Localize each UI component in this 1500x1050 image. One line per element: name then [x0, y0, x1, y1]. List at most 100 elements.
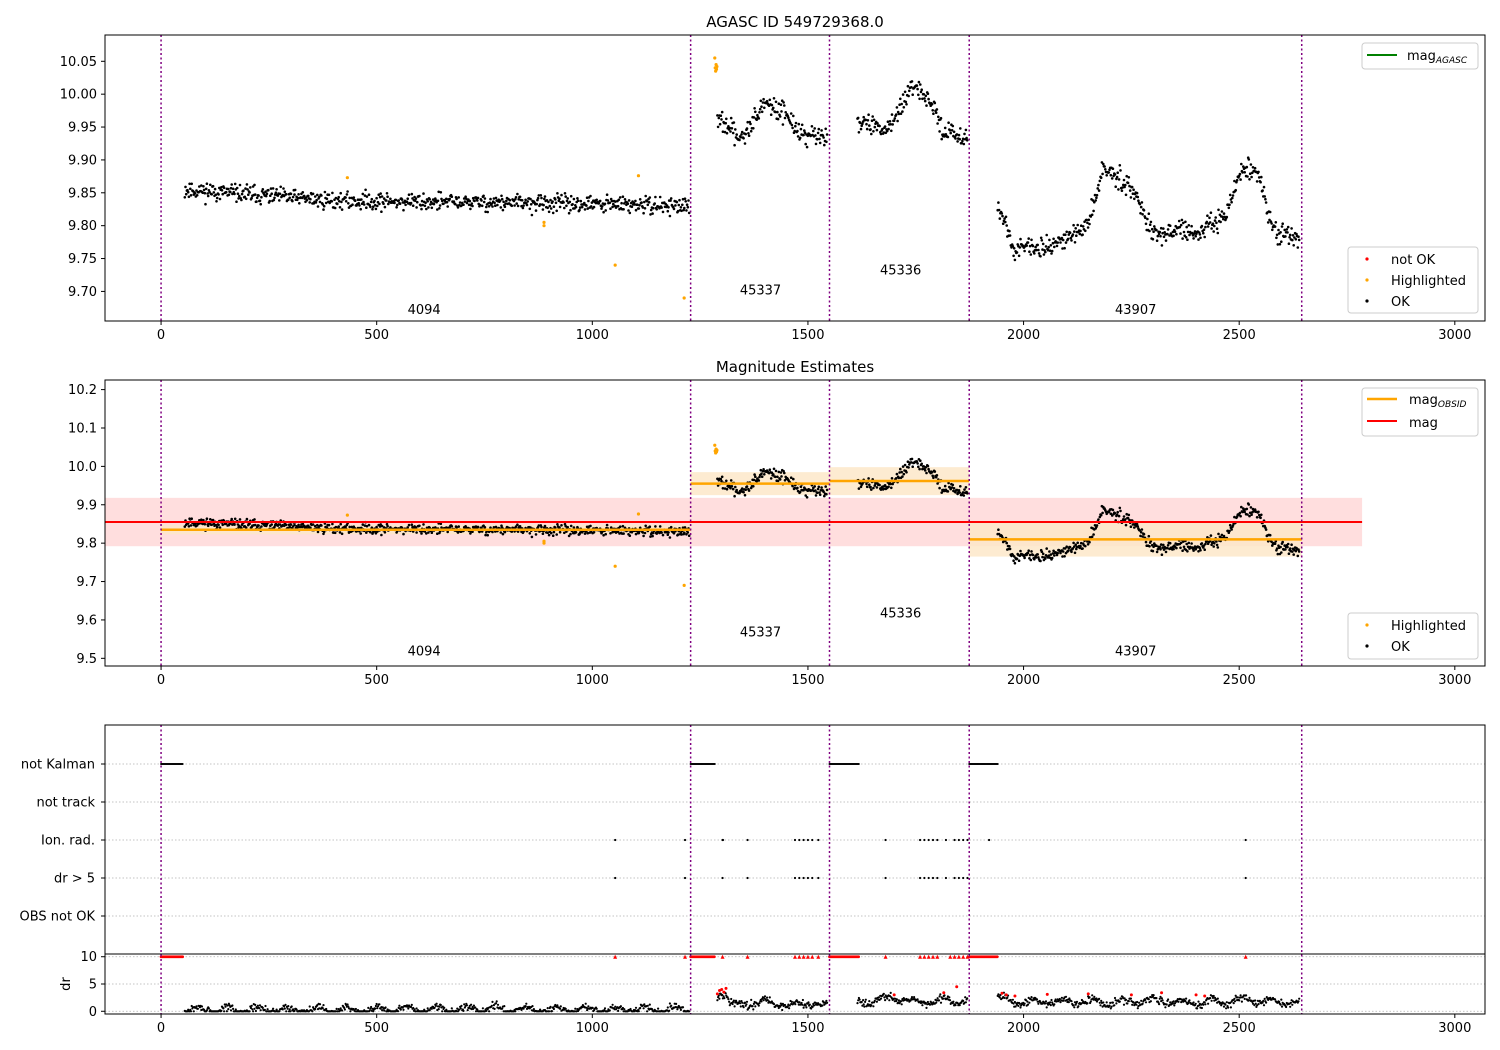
ok-point [212, 191, 216, 194]
ok-point [450, 195, 454, 198]
ok-point [1130, 185, 1134, 189]
ok-point [636, 203, 639, 206]
ok-point [644, 194, 647, 198]
dr-point [231, 1004, 234, 1007]
ok-point [220, 189, 224, 192]
ok-point [316, 193, 319, 197]
ok-point [471, 204, 474, 208]
ok-point [324, 201, 328, 205]
ok-point [747, 134, 751, 137]
dr-point [438, 1005, 441, 1008]
ok-point [431, 198, 435, 201]
ok-point [1239, 514, 1242, 518]
ok-point [1135, 522, 1139, 526]
ok-point [396, 203, 399, 207]
ok-point [936, 482, 939, 485]
ok-point [537, 194, 541, 197]
dr-clipped-point [857, 955, 861, 959]
ok-point [816, 491, 819, 495]
ok-point [244, 526, 248, 529]
ok-point [1037, 252, 1041, 255]
ok-point [875, 128, 879, 132]
ok-point [296, 196, 300, 200]
ok-point [198, 519, 201, 522]
ok-point [289, 523, 293, 526]
ok-point [566, 197, 569, 200]
dr-point [648, 1003, 651, 1006]
ok-point [816, 131, 820, 135]
ok-point [1013, 258, 1017, 262]
dr-point [474, 1006, 477, 1009]
ok-point [890, 486, 893, 490]
ok-point [554, 201, 558, 205]
ok-point [364, 188, 367, 192]
dr-point [928, 1003, 932, 1006]
ok-point [260, 195, 263, 199]
ok-point [450, 525, 454, 528]
ok-point [1197, 550, 1200, 553]
dr-point [1202, 1003, 1205, 1006]
dr-point [321, 1007, 324, 1010]
dr-point [1227, 1006, 1230, 1009]
ok-point [1147, 212, 1151, 215]
ok-point [1280, 240, 1283, 243]
ok-point [683, 531, 686, 535]
ok-point [583, 532, 587, 535]
ok-point [887, 127, 890, 131]
flag-marker [802, 838, 805, 842]
ok-point [1276, 552, 1280, 556]
ok-point [1124, 523, 1128, 527]
ok-point [598, 199, 602, 203]
ok-point [770, 103, 774, 107]
dr-clipped-point [801, 954, 806, 959]
ok-point [774, 100, 778, 104]
dr-point [531, 1005, 534, 1008]
ok-point [395, 206, 398, 209]
x-tick-label: 0 [157, 1021, 165, 1036]
ok-point [1040, 239, 1044, 242]
ok-point [1035, 248, 1038, 252]
ok-point [997, 528, 1000, 531]
ok-point [1066, 237, 1070, 241]
ok-point [789, 112, 793, 115]
ok-point [620, 201, 623, 205]
ok-point [654, 525, 657, 528]
ok-point [551, 211, 555, 215]
ok-point [1048, 550, 1051, 553]
ok-point [480, 204, 484, 208]
ok-point [772, 97, 776, 100]
ok-point [1139, 212, 1142, 215]
ok-point [546, 531, 549, 534]
dr-point [902, 997, 905, 1000]
highlighted-point [613, 564, 617, 568]
ok-point [1126, 181, 1130, 185]
dr-point [383, 1009, 386, 1012]
ok-point [957, 133, 961, 137]
ok-point [878, 483, 881, 487]
ok-point [934, 111, 938, 114]
ok-point [1041, 242, 1045, 246]
ok-point [589, 194, 592, 198]
dr-point [1105, 1001, 1108, 1004]
ok-point [1214, 216, 1217, 219]
ok-point [1206, 225, 1210, 228]
ok-point [410, 192, 414, 196]
ok-point [824, 485, 827, 488]
ok-point [777, 102, 781, 105]
ok-point [407, 523, 411, 527]
ok-point [744, 488, 747, 492]
ok-point [421, 203, 425, 207]
dr-point [637, 1010, 640, 1013]
ok-point [899, 97, 902, 101]
ok-point [1190, 224, 1193, 228]
ok-point [439, 191, 443, 194]
ok-point [729, 486, 732, 490]
ok-point [214, 193, 218, 197]
ok-point [879, 488, 883, 491]
ok-point [1141, 535, 1144, 538]
dr-point [195, 1005, 198, 1008]
dr-point [1279, 1003, 1282, 1006]
ok-point [1059, 241, 1062, 244]
ok-point [936, 122, 939, 125]
ok-point [569, 194, 573, 198]
